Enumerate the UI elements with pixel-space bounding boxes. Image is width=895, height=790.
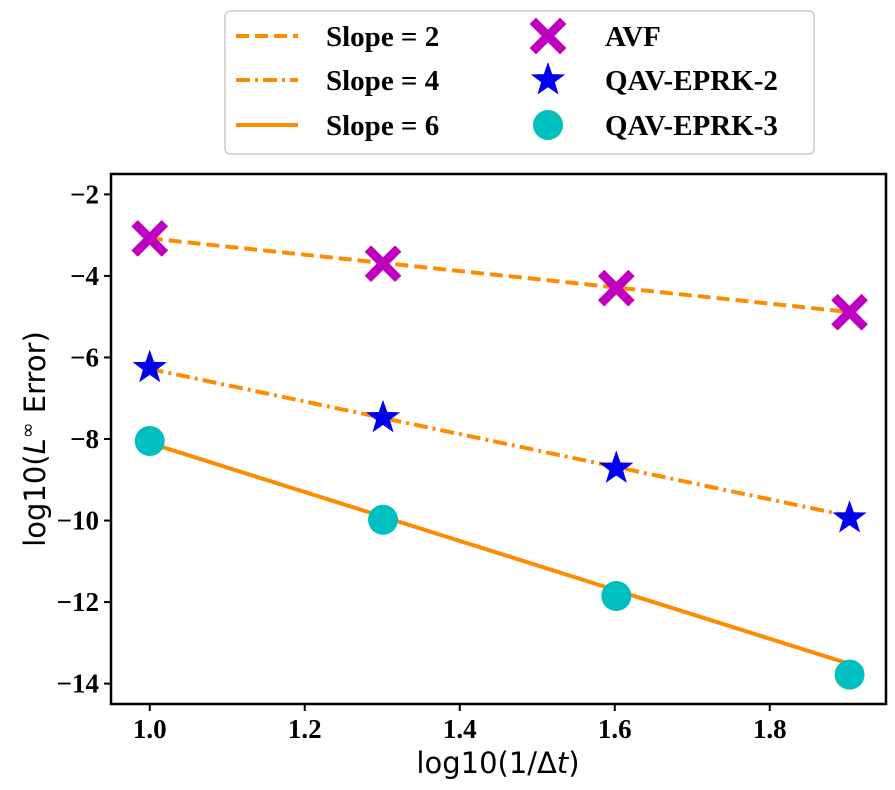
plot-frame: [109, 172, 888, 706]
legend-label-avf: AVF: [605, 21, 661, 53]
legend-label-qav-eprk-3: QAV-EPRK-3: [605, 110, 778, 142]
legend-marker-avf: [529, 17, 567, 55]
marker-avf-2: [364, 245, 402, 283]
y-axis-label: log10(L∞ Error): [17, 331, 52, 547]
marker-avf-3: [597, 269, 635, 307]
y-tick-label: −12: [57, 587, 99, 617]
x-axis-label: log10(1/Δt): [416, 746, 579, 780]
x-tick-label: 1.0: [133, 714, 167, 744]
y-axis-ticks: −2 −4 −6 −8 −10 −12 −14: [57, 179, 111, 699]
ref-line-slope-4: [149, 366, 850, 519]
y-tick-label: −10: [57, 506, 99, 536]
legend-label-qav-eprk-2: QAV-EPRK-2: [605, 65, 778, 97]
x-tick-label: 1.2: [288, 714, 322, 744]
y-tick-label: −8: [70, 424, 99, 454]
legend-frame: [224, 10, 815, 155]
legend: Slope = 2 Slope = 4 Slope = 6 AVF QAV-EPRK-2…: [224, 10, 815, 155]
legend-marker-qav-eprk-2: [530, 62, 566, 95]
marker-qav-eprk-2-4: [832, 500, 867, 533]
legend-label-slope-2: Slope = 2: [326, 21, 439, 53]
markers-layer: [131, 220, 868, 690]
reference-lines-layer: [149, 236, 851, 666]
legend-marker-qav-eprk-3: [533, 110, 563, 140]
marker-avf-4: [831, 293, 868, 331]
marker-qav-eprk-3-4: [834, 659, 865, 690]
legend-label-slope-6: Slope = 6: [326, 110, 439, 142]
legend-label-slope-4: Slope = 4: [326, 65, 439, 97]
x-tick-label: 1.8: [753, 714, 787, 744]
x-tick-label: 1.6: [598, 714, 632, 744]
x-tick-label: 1.4: [443, 714, 477, 744]
y-tick-label: −2: [70, 179, 99, 209]
y-tick-label: −6: [70, 342, 99, 372]
legend-items: Slope = 2 Slope = 4 Slope = 6 AVF QAV-EPRK-2…: [236, 17, 778, 142]
marker-qav-eprk-3-2: [368, 504, 399, 535]
ref-line-slope-2: [149, 236, 850, 315]
x-axis-ticks: 1.0 1.2 1.4 1.6 1.8: [133, 704, 787, 744]
marker-qav-eprk-3-1: [134, 426, 165, 457]
y-tick-label: −14: [57, 669, 99, 699]
ref-line-slope-6: [149, 441, 851, 666]
marker-qav-eprk-2-2: [365, 399, 401, 433]
y-tick-label: −4: [70, 261, 99, 291]
marker-qav-eprk-2-3: [599, 450, 634, 483]
marker-avf-1: [131, 220, 169, 257]
marker-qav-eprk-2-1: [132, 349, 167, 383]
marker-qav-eprk-3-3: [601, 580, 632, 611]
